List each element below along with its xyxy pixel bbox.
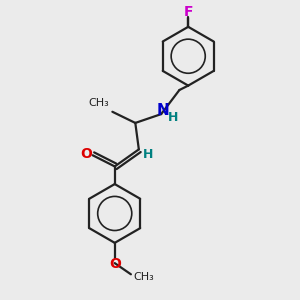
Text: CH₃: CH₃ [134, 272, 154, 282]
Text: CH₃: CH₃ [88, 98, 109, 108]
Text: N: N [156, 103, 169, 118]
Text: H: H [168, 111, 179, 124]
Text: O: O [109, 257, 121, 271]
Text: F: F [184, 4, 193, 19]
Text: H: H [143, 148, 153, 161]
Text: O: O [80, 147, 92, 161]
